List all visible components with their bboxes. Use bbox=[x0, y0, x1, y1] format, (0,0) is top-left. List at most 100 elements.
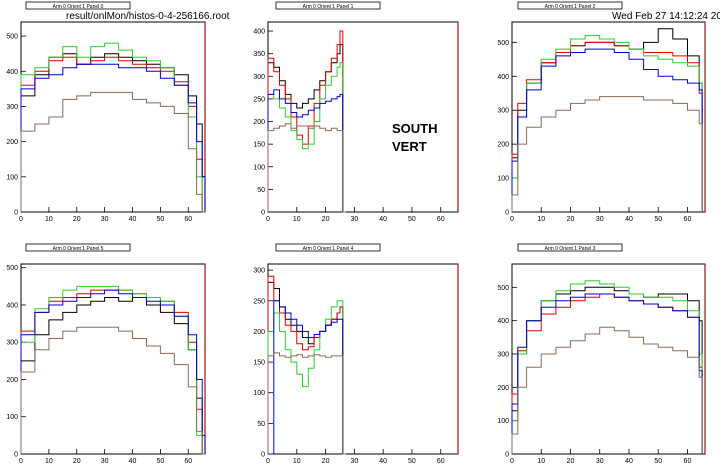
y-tick-label: 200 bbox=[497, 142, 509, 149]
x-tick-label: 40 bbox=[625, 458, 633, 464]
series-blue bbox=[20, 289, 206, 454]
plot-frame bbox=[20, 263, 206, 455]
x-tick-label: 50 bbox=[408, 216, 416, 223]
x-tick-label: 10 bbox=[45, 216, 53, 223]
series-brown bbox=[511, 96, 703, 212]
x-tick-label: 40 bbox=[625, 216, 633, 223]
annotation-south: SOUTH bbox=[392, 121, 438, 136]
x-tick-label: 30 bbox=[101, 458, 109, 464]
x-tick-label: 0 bbox=[510, 216, 514, 223]
series-brown bbox=[511, 326, 703, 454]
x-tick-label: 10 bbox=[293, 216, 301, 223]
x-tick-label: 50 bbox=[156, 458, 164, 464]
panel-title-box bbox=[25, 243, 131, 252]
y-tick-label: 500 bbox=[6, 34, 18, 41]
series-green bbox=[20, 285, 205, 455]
timestamp-label: Wed Feb 27 14:12:24 2008 bbox=[612, 11, 720, 22]
y-tick-label: 0 bbox=[14, 210, 18, 217]
series-green bbox=[267, 300, 346, 455]
x-tick-label: 30 bbox=[596, 216, 604, 223]
x-tick-label: 50 bbox=[408, 458, 416, 464]
series-blue bbox=[511, 293, 703, 454]
series-red bbox=[267, 30, 346, 213]
x-tick-label: 20 bbox=[567, 458, 575, 464]
x-tick-label: 10 bbox=[537, 216, 545, 223]
x-tick-label: 60 bbox=[684, 458, 692, 464]
series-black bbox=[20, 297, 205, 455]
x-tick-label: 60 bbox=[437, 458, 445, 464]
x-tick-label: 20 bbox=[73, 216, 81, 223]
y-tick-label: 350 bbox=[253, 51, 265, 58]
plot-frame bbox=[267, 263, 459, 455]
y-tick-label: 200 bbox=[6, 139, 18, 146]
y-tick-label: 200 bbox=[253, 329, 265, 336]
panel-title-box bbox=[517, 243, 623, 252]
x-tick-label: 10 bbox=[537, 458, 545, 464]
series-blue bbox=[511, 48, 703, 212]
panel-title: Arm 0 Orient 1 Panel 2 bbox=[545, 4, 596, 10]
series-blue bbox=[268, 300, 346, 455]
y-tick-label: 200 bbox=[6, 377, 18, 384]
y-tick-label: 100 bbox=[253, 390, 265, 397]
x-tick-label: 20 bbox=[567, 216, 575, 223]
x-tick-label: 60 bbox=[184, 216, 192, 223]
x-tick-label: 40 bbox=[379, 458, 387, 464]
x-tick-label: 50 bbox=[156, 216, 164, 223]
series-brown bbox=[20, 91, 205, 213]
series-blue bbox=[267, 89, 346, 213]
x-tick-label: 10 bbox=[45, 458, 53, 464]
histogram-panel-5: Arm 0 Orient 1 Panel 3 0 10 20 30 40 50 60 0 100 2… bbox=[497, 243, 706, 464]
y-tick-label: 50 bbox=[257, 421, 265, 428]
panel-title: Arm 0 Orient 1 Panel 5 bbox=[53, 246, 104, 252]
y-tick-label: 400 bbox=[6, 302, 18, 309]
x-tick-label: 20 bbox=[73, 458, 81, 464]
x-tick-label: 0 bbox=[19, 216, 23, 223]
y-tick-label: 150 bbox=[253, 360, 265, 367]
y-tick-label: 400 bbox=[253, 29, 265, 36]
series-brown bbox=[267, 352, 346, 455]
panel-title-box bbox=[275, 1, 381, 10]
y-tick-label: 500 bbox=[6, 265, 18, 272]
y-tick-label: 100 bbox=[6, 174, 18, 181]
x-tick-label: 10 bbox=[293, 458, 301, 464]
x-tick-label: 40 bbox=[129, 458, 137, 464]
panel-title: Arm 0 Orient 1 Panel 0 bbox=[53, 4, 104, 10]
histogram-panel-2: Arm 0 Orient 1 Panel 2 0 10 20 30 40 50 60 0 100 2… bbox=[497, 1, 706, 223]
x-tick-label: 0 bbox=[19, 458, 23, 464]
y-tick-label: 400 bbox=[497, 318, 509, 325]
x-tick-label: 30 bbox=[596, 458, 604, 464]
x-tick-label: 60 bbox=[184, 458, 192, 464]
series-red bbox=[20, 289, 205, 455]
series-green bbox=[267, 62, 346, 213]
x-tick-label: 0 bbox=[266, 216, 270, 223]
y-tick-label: 300 bbox=[6, 340, 18, 347]
panel-title: Arm 0 Orient 1 Panel 3 bbox=[545, 246, 596, 252]
y-tick-label: 0 bbox=[505, 452, 509, 459]
series-blue bbox=[20, 63, 206, 212]
y-tick-label: 500 bbox=[497, 40, 509, 47]
panel-title-box bbox=[517, 1, 623, 10]
y-tick-label: 300 bbox=[253, 268, 265, 275]
series-black bbox=[511, 286, 703, 454]
annotation-vert: VERT bbox=[392, 139, 427, 154]
y-tick-label: 0 bbox=[505, 210, 509, 217]
y-tick-label: 400 bbox=[497, 74, 509, 81]
panel-title: Arm 0 Orient 1 Panel 4 bbox=[303, 246, 354, 252]
x-tick-label: 50 bbox=[654, 458, 662, 464]
x-tick-label: 40 bbox=[379, 216, 387, 223]
series-brown bbox=[20, 326, 205, 455]
y-tick-label: 200 bbox=[253, 119, 265, 126]
histogram-panel-1: Arm 0 Orient 1 Panel 1 0 10 20 30 40 50 60 0 50 10… bbox=[253, 1, 459, 223]
y-tick-label: 300 bbox=[497, 352, 509, 359]
y-tick-label: 0 bbox=[261, 452, 265, 459]
y-tick-label: 250 bbox=[253, 298, 265, 305]
y-tick-label: 100 bbox=[497, 176, 509, 183]
y-tick-label: 50 bbox=[257, 187, 265, 194]
series-red bbox=[511, 293, 703, 454]
x-tick-label: 30 bbox=[350, 458, 358, 464]
y-tick-label: 400 bbox=[6, 69, 18, 76]
x-tick-label: 50 bbox=[654, 216, 662, 223]
x-tick-label: 20 bbox=[322, 216, 330, 223]
x-tick-label: 40 bbox=[129, 216, 137, 223]
y-tick-label: 150 bbox=[253, 142, 265, 149]
